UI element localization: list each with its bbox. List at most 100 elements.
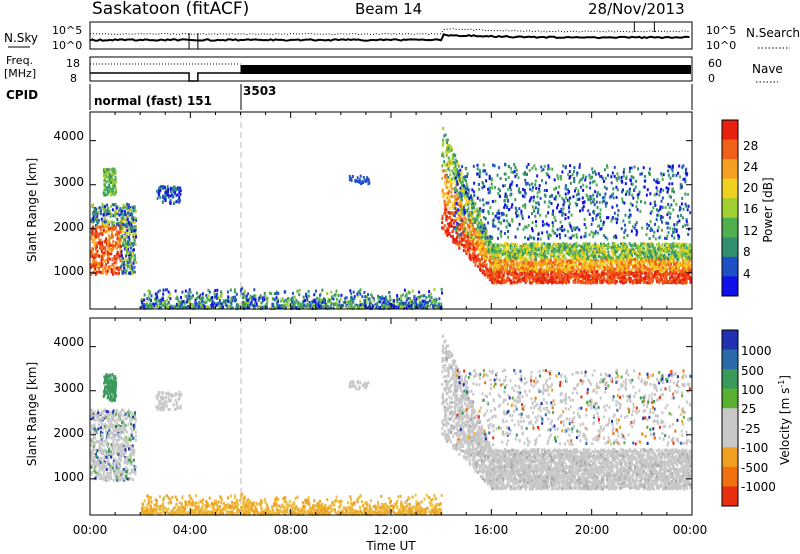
- range-gate-cell: [480, 237, 483, 241]
- range-gate-cell: [448, 169, 451, 173]
- range-gate-cell: [556, 264, 559, 268]
- range-gate-cell: [459, 242, 462, 246]
- range-gate-cell: [536, 244, 539, 248]
- range-gate-cell: [103, 217, 106, 221]
- range-gate-cell: [291, 291, 294, 295]
- range-gate-cell: [96, 216, 99, 220]
- range-gate-cell: [531, 273, 534, 277]
- range-gate-cell: [257, 306, 260, 310]
- range-gate-cell: [162, 185, 165, 189]
- range-gate-cell: [420, 304, 423, 308]
- range-gate-cell: [610, 259, 613, 263]
- range-gate-cell: [609, 262, 612, 266]
- range-gate-cell: [146, 297, 149, 301]
- range-gate-cell: [105, 171, 108, 175]
- range-gate-cell: [662, 254, 665, 258]
- range-gate-cell: [111, 231, 114, 235]
- range-gate-cell: [260, 301, 263, 305]
- range-gate-cell: [275, 302, 278, 306]
- range-gate-cell: [124, 213, 127, 217]
- range-gate-cell: [142, 302, 145, 306]
- range-gate-cell: [485, 240, 488, 244]
- range-gate-cell: [167, 193, 170, 197]
- range-gate-cell: [99, 231, 102, 235]
- range-gate-cell: [322, 297, 325, 301]
- range-gate-cell: [687, 268, 690, 272]
- range-gate-cell: [368, 299, 371, 303]
- range-gate-cell: [512, 273, 515, 277]
- range-gate-cell: [444, 210, 447, 214]
- range-gate-cell: [489, 273, 492, 277]
- range-gate-cell: [418, 302, 421, 306]
- range-gate-cell: [350, 295, 353, 299]
- range-gate-cell: [149, 302, 152, 306]
- range-gate-cell: [173, 188, 176, 192]
- range-gate-cell: [117, 223, 120, 227]
- range-gate-cell: [112, 190, 115, 194]
- range-gate-cell: [140, 306, 143, 310]
- range-gate-cell: [183, 305, 186, 309]
- range-gate-cell: [119, 242, 122, 246]
- range-gate-cell: [216, 292, 219, 296]
- range-gate-cell: [351, 297, 354, 301]
- range-gate-cell: [108, 174, 111, 178]
- range-gate-cell: [120, 265, 123, 269]
- range-gate-cell: [106, 242, 109, 246]
- range-gate-cell: [108, 187, 111, 191]
- range-gate-cell: [621, 281, 624, 285]
- range-gate-cell: [656, 273, 659, 277]
- range-gate-cell: [454, 158, 457, 162]
- range-gate-cell: [172, 188, 175, 192]
- range-gate-cell: [110, 220, 113, 224]
- range-gate-cell: [468, 229, 471, 233]
- range-gate-cell: [610, 263, 613, 267]
- range-gate-cell: [123, 260, 126, 264]
- range-gate-cell: [104, 209, 107, 213]
- range-gate-cell: [230, 296, 233, 300]
- range-gate-cell: [116, 222, 119, 226]
- range-gate-cell: [627, 259, 630, 263]
- range-gate-cell: [232, 295, 235, 299]
- range-gate-cell: [109, 248, 112, 252]
- range-gate-cell: [450, 186, 453, 190]
- range-gate-cell: [456, 241, 459, 245]
- range-gate-cell: [627, 273, 630, 277]
- range-gate-cell: [169, 199, 172, 203]
- range-gate-cell: [94, 248, 97, 252]
- range-gate-cell: [602, 263, 605, 267]
- range-gate-cell: [180, 298, 183, 302]
- range-gate-cell: [287, 304, 290, 308]
- range-gate-cell: [493, 272, 496, 276]
- range-gate-cell: [335, 297, 338, 301]
- range-gate-cell: [403, 306, 406, 310]
- range-gate-cell: [530, 281, 533, 285]
- range-gate-cell: [675, 278, 678, 282]
- range-gate-cell: [628, 249, 631, 253]
- range-gate-cell: [460, 171, 463, 175]
- range-gate-cell: [620, 252, 623, 256]
- range-gate-cell: [211, 296, 214, 300]
- range-gate-cell: [97, 219, 100, 223]
- range-gate-cell: [488, 254, 491, 258]
- range-gate-cell: [647, 255, 650, 259]
- range-gate-cell: [173, 185, 176, 189]
- range-gate-cell: [148, 298, 151, 302]
- range-gate-cell: [462, 219, 465, 223]
- range-gate-cell: [512, 280, 515, 284]
- range-gate-cell: [227, 299, 230, 303]
- range-gate-cell: [130, 216, 133, 220]
- range-gate-cell: [630, 252, 633, 256]
- range-gate-cell: [540, 246, 543, 250]
- range-gate-cell: [670, 254, 673, 258]
- range-gate-cell: [312, 299, 315, 303]
- range-gate-cell: [448, 157, 451, 161]
- range-gate-cell: [547, 248, 550, 252]
- range-gate-cell: [474, 262, 477, 266]
- range-gate-cell: [462, 194, 465, 198]
- range-gate-cell: [502, 278, 505, 282]
- range-gate-cell: [643, 255, 646, 259]
- range-gate-cell: [131, 244, 134, 248]
- range-gate-cell: [115, 216, 118, 220]
- range-gate-cell: [599, 249, 602, 253]
- range-gate-cell: [332, 302, 335, 306]
